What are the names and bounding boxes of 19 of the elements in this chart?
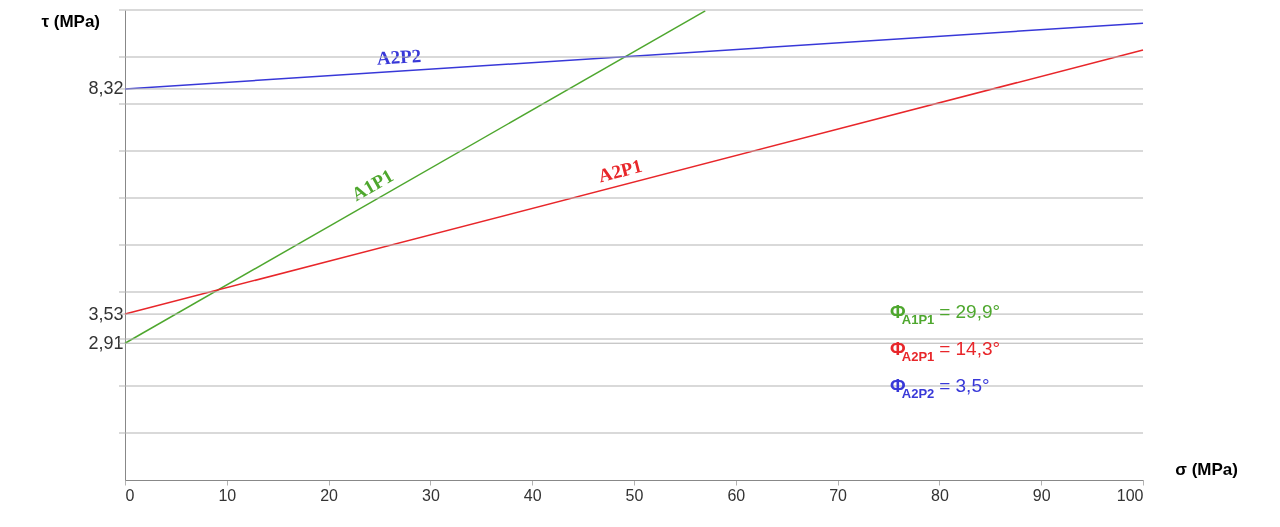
text: A2P1 xyxy=(596,154,645,187)
x-tick-label: 80 xyxy=(931,486,949,504)
x-tick-label: 90 xyxy=(1032,486,1051,504)
y-axis-title: τ (MPa) xyxy=(41,12,100,31)
y-tick-label: 8,32 xyxy=(88,78,124,99)
x-tick-label: 40 xyxy=(523,486,542,504)
series-label: A2P2 xyxy=(376,44,422,69)
x-tick-label: 70 xyxy=(829,486,848,504)
y-tick-label: 3,53 xyxy=(88,303,124,324)
x-tick-label: 30 xyxy=(422,486,440,504)
x-tick-label: 20 xyxy=(320,486,339,504)
x-tick-label: 100 xyxy=(1116,486,1144,504)
x-tick-label: 50 xyxy=(625,486,644,504)
x-tick-label: 60 xyxy=(727,486,746,504)
y-tick-label: 2,91 xyxy=(88,332,124,353)
x-tick-label: 0 xyxy=(125,486,135,504)
text: A1P1 xyxy=(347,164,397,206)
x-tick-label: 10 xyxy=(218,486,237,504)
x-axis-title: σ (MPa) xyxy=(1175,460,1238,479)
